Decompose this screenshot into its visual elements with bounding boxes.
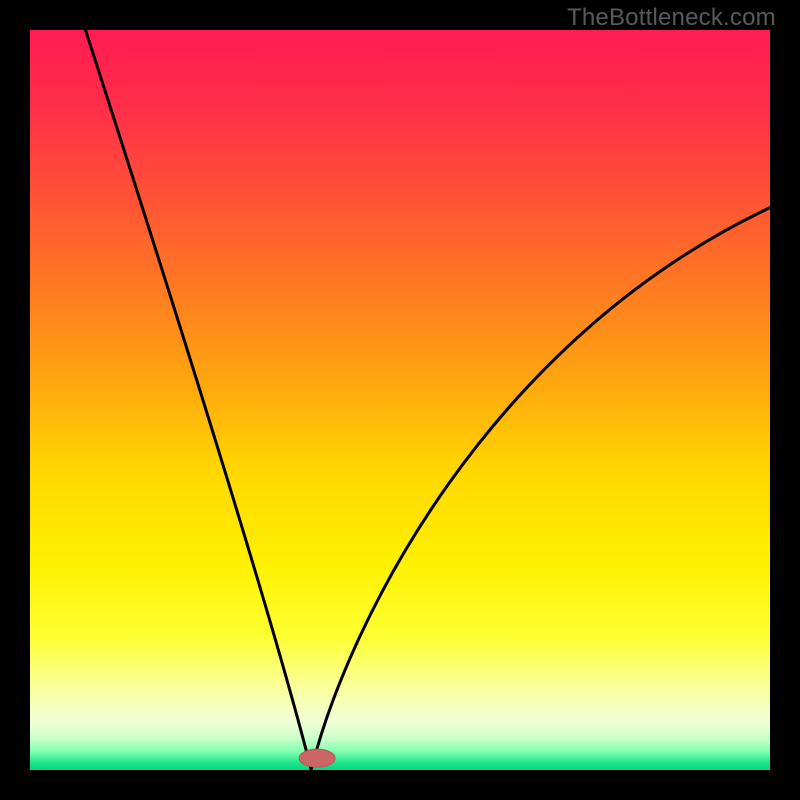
plot-area — [30, 30, 770, 770]
bottleneck-curve — [86, 30, 771, 770]
watermark-text: TheBottleneck.com — [567, 4, 776, 32]
optimal-marker — [299, 749, 335, 767]
chart-svg — [30, 30, 770, 770]
